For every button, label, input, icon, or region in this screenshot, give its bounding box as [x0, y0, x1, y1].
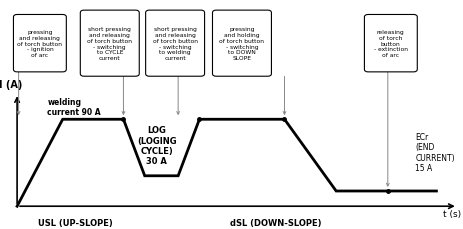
FancyBboxPatch shape: [363, 15, 416, 73]
FancyBboxPatch shape: [13, 15, 66, 73]
Text: pressing
and holding
of torch button
- switching
to DOWN
SLOPE: pressing and holding of torch button - s…: [219, 27, 264, 61]
FancyBboxPatch shape: [80, 11, 139, 77]
Text: releasing
of torch
button
- extinction
of arc: releasing of torch button - extinction o…: [373, 30, 407, 58]
Text: short pressing
and releasing
of torch button
- switching
to welding
current: short pressing and releasing of torch bu…: [152, 27, 197, 61]
Text: pressing
and releasing
of torch button
- ignition
of arc: pressing and releasing of torch button -…: [17, 30, 62, 58]
Text: USL (UP-SLOPE): USL (UP-SLOPE): [38, 218, 113, 227]
Text: LOG
(LOGING
CYCLE)
30 A: LOG (LOGING CYCLE) 30 A: [137, 126, 176, 166]
Text: I (A): I (A): [0, 79, 22, 90]
FancyBboxPatch shape: [212, 11, 271, 77]
Text: dSL (DOWN-SLOPE): dSL (DOWN-SLOPE): [229, 218, 320, 227]
Text: t (s): t (s): [442, 210, 460, 218]
Text: welding
current 90 A: welding current 90 A: [47, 97, 101, 117]
Text: short pressing
and releasing
of torch button
- switching
to CYCLE
current: short pressing and releasing of torch bu…: [87, 27, 132, 61]
Text: ECr
(END
CURRENT)
15 A: ECr (END CURRENT) 15 A: [414, 132, 454, 172]
FancyBboxPatch shape: [145, 11, 204, 77]
